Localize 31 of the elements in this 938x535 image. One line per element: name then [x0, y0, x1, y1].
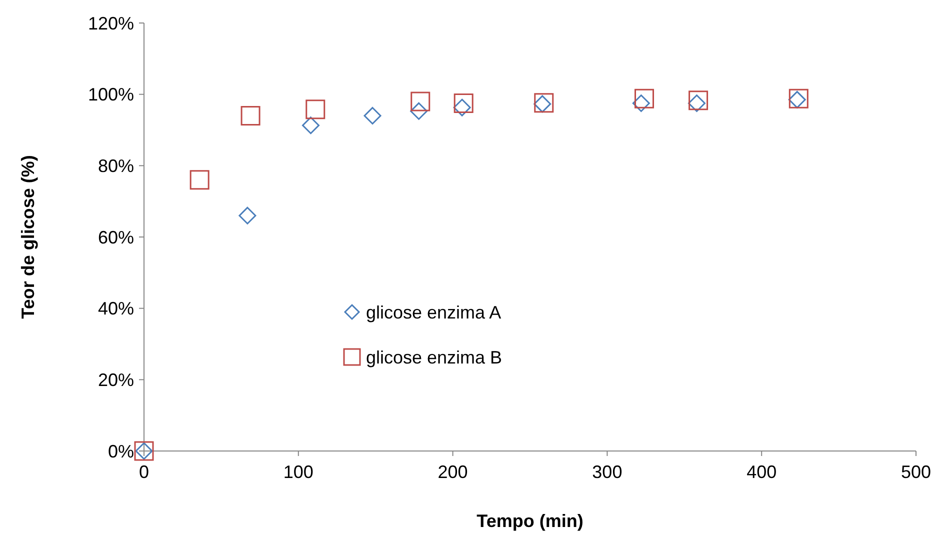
y-tick-label: 60% [98, 227, 134, 248]
x-tick-label: 100 [283, 462, 314, 482]
y-tick-label: 0% [108, 441, 134, 462]
point [632, 94, 650, 112]
point [634, 88, 654, 108]
point [688, 94, 706, 112]
point [302, 116, 320, 134]
point [238, 206, 256, 224]
point [454, 94, 474, 113]
x-tick-label: 0 [138, 462, 150, 482]
point [240, 106, 260, 126]
x-axis-title: Tempo (min) [476, 511, 584, 531]
y-tick-label: 100% [88, 84, 134, 105]
point [364, 106, 382, 124]
x-tick-label: 200 [438, 462, 468, 482]
y-axis-title: Teor de glicose (%) [18, 155, 38, 319]
legend-label: glicose enzima B [366, 347, 502, 368]
point [410, 92, 430, 112]
y-tick-label: 20% [98, 370, 134, 390]
point [410, 102, 428, 120]
point [306, 100, 326, 120]
y-tick-label: 80% [98, 156, 134, 176]
x-tick-label: 400 [746, 462, 777, 482]
y-tick-label: 120% [88, 13, 134, 34]
x-tick-label: 500 [900, 462, 932, 482]
legend-label: glicose enzima A [366, 302, 502, 322]
point [453, 98, 471, 116]
point [688, 90, 708, 110]
x-tick-label: 300 [592, 462, 622, 482]
point [190, 170, 210, 190]
y-tick-label: 40% [98, 298, 134, 319]
